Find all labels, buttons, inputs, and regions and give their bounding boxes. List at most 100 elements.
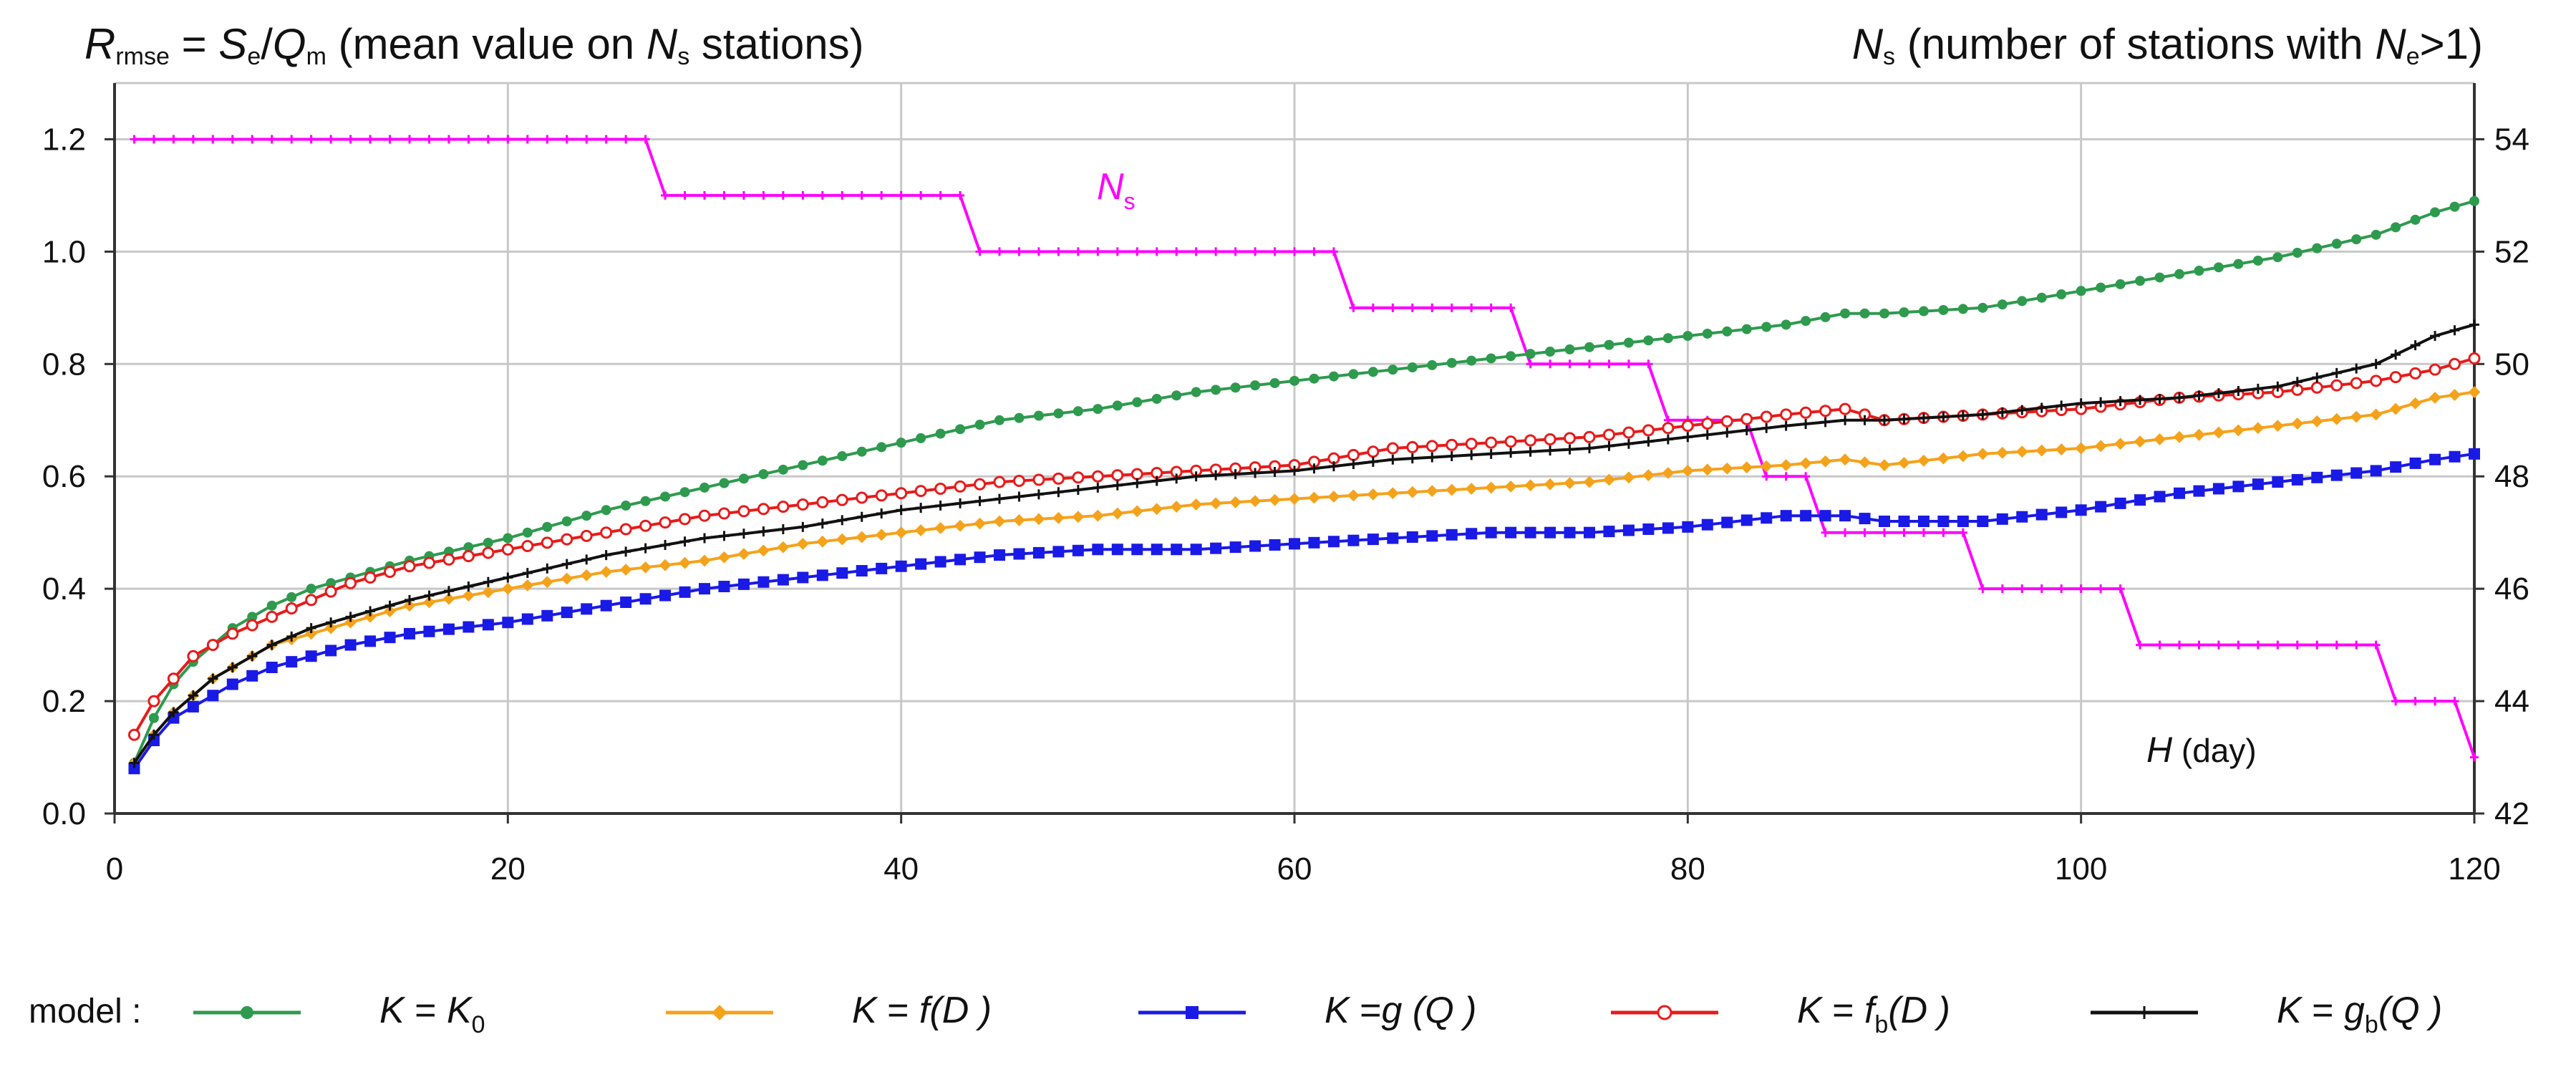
ns-point: [2155, 640, 2164, 650]
series-point: [856, 565, 868, 577]
legend-marker: [241, 1006, 253, 1019]
series-point: [600, 599, 612, 612]
series-point: [1938, 304, 1949, 315]
legend-item-4: K = fb(D ): [1611, 990, 1950, 1038]
series-point: [1937, 516, 1950, 527]
ns-point: [1958, 528, 1967, 537]
series-point: [1427, 359, 1438, 370]
series-point: [1524, 479, 1536, 492]
series-point: [1092, 544, 1104, 556]
series-point: [1425, 485, 1438, 498]
ns-point: [503, 135, 513, 144]
series-point: [1701, 463, 1714, 476]
series-point: [1111, 544, 1123, 556]
series-point: [1406, 486, 1419, 498]
series-point: [1446, 357, 1457, 368]
series-point: [2409, 397, 2421, 410]
series-point: [915, 558, 927, 570]
series-point: [2449, 325, 2460, 336]
ns-point: [1034, 247, 1043, 256]
series-point: [344, 616, 357, 629]
series-point: [1466, 528, 1478, 540]
series-point: [227, 662, 238, 672]
series-point: [2076, 286, 2086, 296]
series-4: [127, 352, 2481, 741]
series-point: [1682, 521, 1694, 533]
series-point: [2056, 289, 2067, 300]
series-point: [1976, 448, 1989, 460]
series-3: [128, 448, 2480, 775]
ns-point: [778, 190, 788, 200]
series-point: [2135, 395, 2146, 405]
ns-point: [366, 135, 375, 144]
series-point: [737, 505, 750, 518]
series-point: [1014, 412, 1025, 423]
series-point: [1033, 410, 1044, 421]
ns-point: [1998, 584, 2007, 594]
series-point: [247, 612, 258, 622]
series-point: [1012, 475, 1025, 488]
ns-point: [1211, 247, 1221, 256]
series-point: [541, 576, 553, 589]
series-point: [1013, 548, 1025, 560]
series-point: [2193, 428, 2205, 441]
series-point: [542, 521, 553, 532]
series-point: [1741, 324, 1752, 334]
series-point: [621, 501, 631, 511]
series-point: [581, 511, 592, 521]
series-point: [403, 599, 416, 612]
series-point: [1602, 428, 1615, 441]
series-point: [306, 623, 316, 634]
series-point: [580, 529, 593, 542]
ns-point: [2116, 584, 2125, 594]
series-point: [1151, 475, 1162, 486]
series-point: [2096, 397, 2106, 407]
series-point: [1130, 468, 1143, 481]
ns-point: [1172, 247, 1181, 256]
series-point: [719, 531, 730, 541]
ns-point: [326, 135, 336, 144]
ns-point: [1841, 528, 1850, 537]
series-point: [226, 678, 238, 690]
series-point: [541, 536, 553, 549]
series-point: [463, 589, 475, 602]
ns-point: [1821, 528, 1830, 537]
series-point: [2056, 400, 2067, 411]
ns-point: [1624, 359, 1633, 369]
series-point: [1564, 477, 1576, 490]
series-point: [1151, 503, 1163, 516]
ns-point: [1329, 247, 1338, 256]
y2-tick-label: 46: [2494, 571, 2529, 607]
series-point: [1879, 308, 1889, 319]
series-point: [1446, 450, 1457, 461]
series-point: [1112, 400, 1123, 411]
series-point: [1898, 516, 1910, 527]
series-point: [1230, 469, 1241, 480]
series-point: [1760, 460, 1773, 473]
series-point: [2449, 357, 2461, 370]
series-point: [2429, 391, 2441, 404]
series-point: [1583, 430, 1596, 443]
ns-point: [2332, 640, 2341, 650]
series-point: [1544, 478, 1556, 491]
series-point: [679, 487, 690, 498]
series-point: [561, 516, 572, 526]
x-tick-label: 80: [1670, 851, 1705, 887]
series-point: [442, 623, 455, 635]
series-point: [934, 556, 946, 568]
series-point: [1132, 478, 1143, 488]
ns-point: [130, 135, 139, 144]
series-point: [2291, 417, 2304, 430]
series-point: [1052, 546, 1065, 558]
series-point: [1879, 415, 1889, 425]
x-tick-label: 60: [1277, 851, 1312, 887]
ns-point: [2194, 640, 2204, 650]
series-point: [875, 489, 888, 502]
series-point: [619, 523, 632, 536]
series-point: [1701, 518, 1713, 531]
ns-point: [346, 135, 355, 144]
series-point: [1859, 513, 1871, 525]
series-point: [188, 690, 198, 701]
ns-point: [2175, 640, 2184, 650]
ns-point: [523, 135, 532, 144]
